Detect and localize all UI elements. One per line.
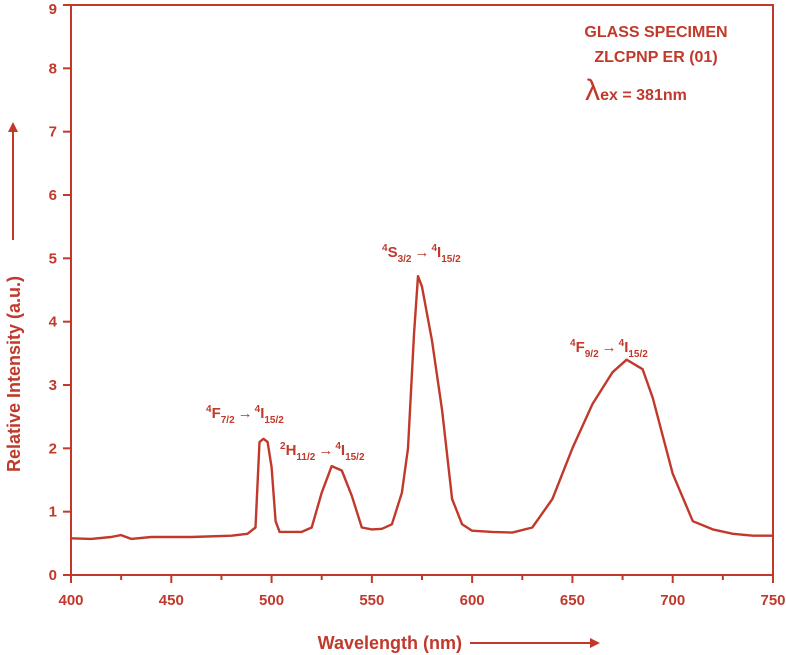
- y-axis-ticks: 0 1 2 3 4 5 6 7 8 9: [49, 1, 71, 584]
- y-tick-label: 1: [49, 504, 57, 521]
- x-tick-label: 600: [460, 592, 485, 609]
- lambda-subscript: ex: [600, 87, 618, 104]
- y-tick-label: 0: [49, 567, 57, 584]
- y-axis-title: Relative Intensity (a.u.): [4, 276, 24, 472]
- x-tick-label: 450: [159, 592, 184, 609]
- transition-label-h112: 2H11/2 → 4I15/2: [280, 441, 365, 463]
- x-axis-title: Wavelength (nm): [318, 633, 462, 653]
- specimen-line-1: GLASS SPECIMEN: [584, 24, 727, 41]
- x-tick-label: 400: [58, 592, 83, 609]
- y-tick-label: 3: [49, 377, 57, 394]
- x-tick-label: 550: [359, 592, 384, 609]
- y-tick-label: 4: [49, 314, 58, 331]
- specimen-line-2: ZLCPNP ER (01): [594, 49, 717, 66]
- transition-label-s32: 4S3/2 → 4I15/2: [382, 243, 461, 265]
- x-tick-label: 700: [660, 592, 685, 609]
- transition-label-f72: 4F7/2 → 4I15/2: [206, 404, 284, 426]
- x-tick-label: 500: [259, 592, 284, 609]
- emission-spectrum-line: [70, 274, 773, 541]
- y-tick-label: 6: [49, 187, 57, 204]
- y-tick-label: 5: [49, 250, 57, 267]
- y-tick-label: 8: [49, 60, 57, 77]
- lambda-value: = 381nm: [618, 87, 687, 104]
- x-axis-ticks: 400 450 500 550 600 650 700 750: [58, 575, 786, 609]
- excitation-wavelength: λex = 381nm: [585, 74, 687, 107]
- transition-label-f92: 4F9/2 → 4I15/2: [570, 338, 648, 360]
- y-tick-label: 2: [49, 440, 57, 457]
- info-box: GLASS SPECIMEN ZLCPNP ER (01) λex = 381n…: [584, 24, 727, 107]
- x-tick-label: 650: [560, 592, 585, 609]
- y-tick-label: 7: [49, 124, 57, 141]
- y-tick-label: 9: [49, 1, 57, 18]
- x-tick-label: 750: [760, 592, 785, 609]
- lambda-symbol: λ: [585, 74, 600, 107]
